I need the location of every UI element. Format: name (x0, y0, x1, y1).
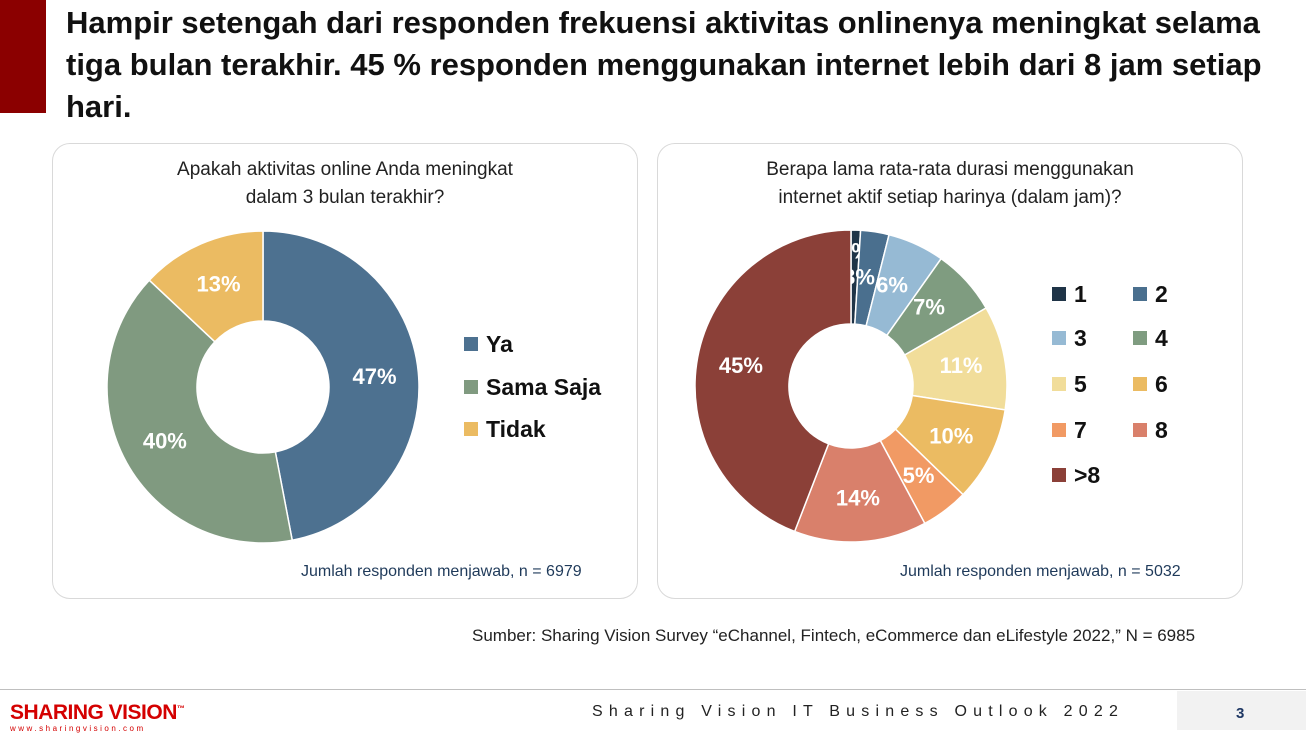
slice-value-label: 14% (836, 485, 880, 510)
legend-swatch (1052, 376, 1066, 391)
legend-item: 4 (1133, 324, 1168, 352)
slice-8 (694, 229, 852, 533)
legend-item: Sama Saja (464, 373, 601, 401)
legend-item: Ya (464, 330, 513, 358)
slice-value-label: 45% (719, 353, 763, 378)
legend-swatch (1052, 422, 1066, 437)
legend-label: 1 (1074, 281, 1087, 307)
chart-title-line: Berapa lama rata-rata durasi menggunakan (766, 159, 1134, 180)
logo-url: www.sharingvision.com (10, 724, 146, 733)
slice-ya (262, 230, 420, 542)
slice-tidak (148, 230, 264, 343)
chart-title-line: dalam 3 bulan terakhir? (245, 187, 445, 208)
legend-swatch (464, 336, 478, 351)
donut-chart-activity: 47% 40% 13% (106, 230, 420, 544)
legend-item: 8 (1133, 416, 1168, 444)
sharing-vision-logo: SHARING VISION™ www.sharingvision.com (10, 698, 185, 733)
footer-divider (0, 689, 1306, 690)
slice-value-label: 10% (929, 423, 973, 448)
accent-bar (0, 0, 46, 113)
chart-title-line: internet aktif setiap harinya (dalam jam… (778, 187, 1122, 208)
legend-item: 1 (1052, 280, 1087, 308)
chart-title: Apakah aktivitas online Anda meningkat d… (53, 156, 637, 212)
footer-title: Sharing Vision IT Business Outlook 2022 (592, 703, 1125, 720)
legend-swatch (464, 421, 478, 436)
legend-label: Sama Saja (486, 374, 602, 400)
legend-swatch (1133, 422, 1147, 437)
legend-swatch (1133, 330, 1147, 345)
legend-label: 3 (1074, 325, 1087, 351)
slice-value-label: 13% (196, 272, 240, 297)
legend-item: 5 (1052, 370, 1087, 398)
chart-title: Berapa lama rata-rata durasi menggunakan… (658, 156, 1242, 212)
logo-tm: ™ (176, 704, 185, 713)
legend-label: 5 (1074, 371, 1087, 397)
slice-value-label: 5% (903, 463, 935, 488)
legend-label: 8 (1155, 417, 1168, 443)
slice-value-label: 11% (940, 353, 983, 378)
legend-item: 6 (1133, 370, 1168, 398)
legend-label: 7 (1074, 417, 1087, 443)
logo-name: SHARING VISION (10, 701, 177, 724)
respondent-note: Jumlah responden menjawab, n = 6979 (301, 563, 582, 580)
slice-sama-saja (106, 279, 294, 544)
legend-item: 3 (1052, 324, 1087, 352)
legend-item: 2 (1133, 280, 1168, 308)
slice-value-label: 40% (143, 428, 187, 453)
chart-panel-activity: Apakah aktivitas online Anda meningkat d… (52, 143, 638, 599)
legend-item: 7 (1052, 416, 1087, 444)
legend-label: Ya (486, 331, 513, 357)
source-citation: Sumber: Sharing Vision Survey “eChannel,… (472, 626, 1196, 645)
logo-text: SHARING VISION™ (10, 698, 185, 724)
slice-value-label: 7% (913, 295, 945, 320)
legend-label: 2 (1155, 281, 1168, 307)
legend-label: 6 (1155, 371, 1168, 397)
legend-swatch (1052, 330, 1066, 345)
respondent-note: Jumlah responden menjawab, n = 5032 (900, 563, 1181, 580)
legend-label: >8 (1074, 462, 1101, 488)
legend-label: 4 (1155, 325, 1168, 351)
slice-value-label: 47% (352, 364, 396, 389)
chart-panel-duration: Berapa lama rata-rata durasi menggunakan… (657, 143, 1243, 599)
headline: Hampir setengah dari responden frekuensi… (66, 5, 1262, 124)
legend-swatch (1052, 286, 1066, 301)
legend-swatch (1052, 467, 1066, 482)
slice-value-label: 6% (876, 273, 908, 298)
page-number-box (1177, 691, 1306, 730)
legend-item: >8 (1052, 461, 1100, 489)
legend-swatch (1133, 286, 1147, 301)
legend-swatch (1133, 376, 1147, 391)
chart-title-line: Apakah aktivitas online Anda meningkat (177, 159, 513, 180)
legend-item: Tidak (464, 415, 546, 443)
legend-label: Tidak (486, 416, 546, 442)
legend-swatch (464, 379, 478, 394)
page-number: 3 (1236, 705, 1245, 722)
donut-chart-duration: 1%3% 6%7%11%10%5%14%45% (694, 229, 1008, 543)
